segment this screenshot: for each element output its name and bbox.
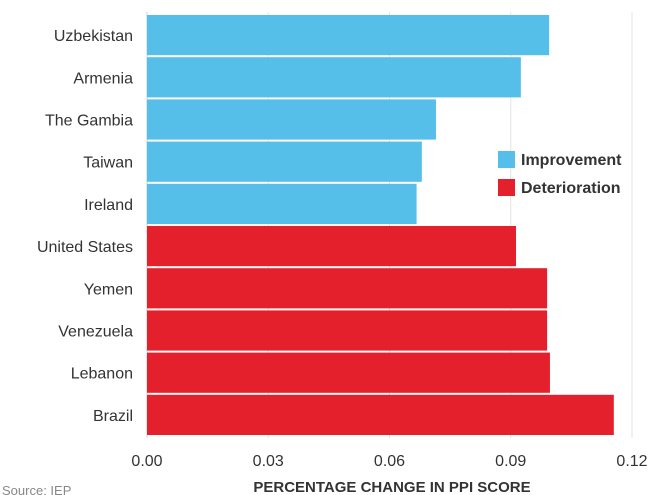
category-label: Brazil bbox=[93, 408, 133, 425]
bar bbox=[147, 268, 548, 309]
category-label: The Gambia bbox=[45, 113, 133, 130]
bar bbox=[147, 226, 517, 267]
category-label: Lebanon bbox=[71, 366, 133, 383]
legend-swatch bbox=[498, 151, 515, 168]
category-label: Yemen bbox=[84, 281, 133, 298]
legend-label: Improvement bbox=[521, 152, 622, 169]
category-label: Uzbekistan bbox=[54, 28, 133, 45]
source-note: Source: IEP bbox=[2, 483, 71, 495]
category-label: Venezuela bbox=[58, 324, 133, 341]
legend-label: Deterioration bbox=[521, 180, 621, 197]
bar bbox=[147, 99, 436, 140]
bar bbox=[147, 352, 550, 393]
category-label: United States bbox=[37, 239, 133, 256]
category-label: Armenia bbox=[73, 70, 133, 87]
x-tick-labels: 0.00 0.03 0.06 0.09 0.12 bbox=[131, 453, 647, 470]
category-label: Ireland bbox=[84, 197, 133, 214]
x-tick-label: 0.06 bbox=[374, 453, 405, 470]
x-axis-label: PERCENTAGE CHANGE IN PPI SCORE bbox=[253, 479, 530, 495]
legend: Improvement Deterioration bbox=[498, 151, 622, 197]
legend-swatch bbox=[498, 179, 515, 196]
x-tick-label: 0.00 bbox=[131, 453, 162, 470]
x-tick-label: 0.03 bbox=[253, 453, 284, 470]
x-tick-label: 0.12 bbox=[616, 453, 647, 470]
bars-layer bbox=[147, 15, 614, 435]
bar bbox=[147, 57, 521, 98]
category-label: Taiwan bbox=[83, 155, 133, 172]
bar bbox=[147, 141, 422, 182]
bar bbox=[147, 310, 548, 351]
bar bbox=[147, 183, 417, 224]
x-tick-label: 0.09 bbox=[495, 453, 526, 470]
bar bbox=[147, 394, 614, 435]
category-labels: Uzbekistan Armenia The Gambia Taiwan Ireland… bbox=[37, 28, 133, 425]
bar bbox=[147, 15, 550, 56]
